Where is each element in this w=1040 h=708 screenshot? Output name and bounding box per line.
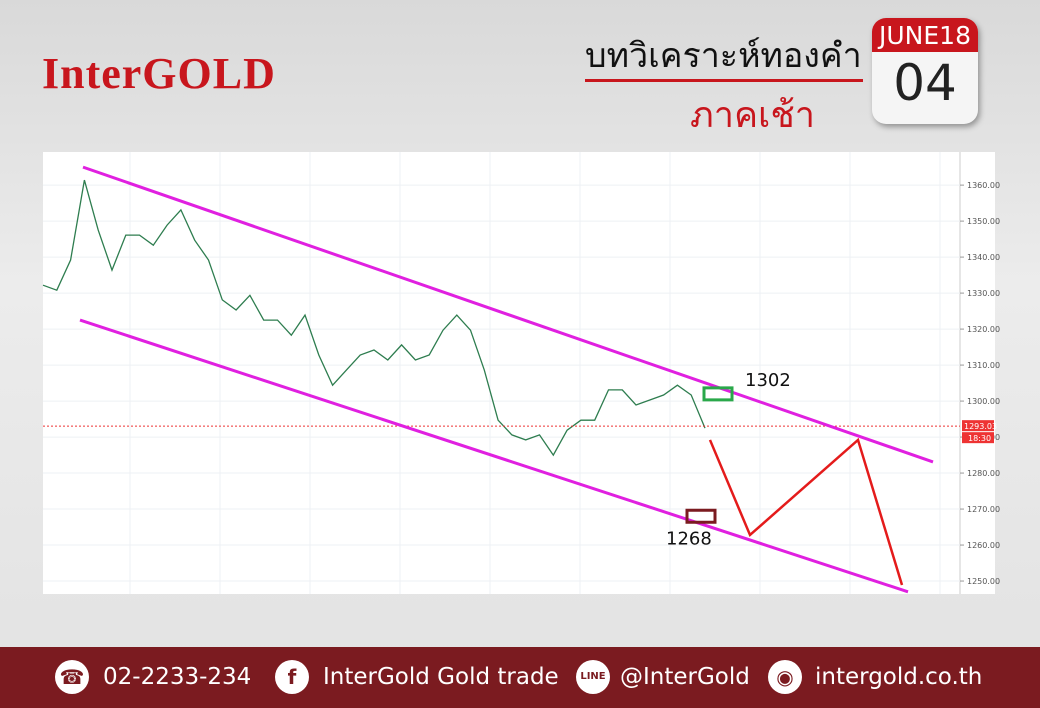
level-label: 1268 (666, 528, 712, 549)
forecast-line (708, 437, 904, 586)
chart: 1250.001260.001270.001280.001290.001300.… (42, 152, 1000, 594)
y-tick-label: 1350.00 (967, 217, 1000, 226)
last-price-label: 1293.03 (964, 422, 997, 431)
facebook-icon: f (275, 660, 309, 694)
last-price-box (962, 420, 994, 432)
y-tick-label: 1270.00 (967, 505, 1000, 514)
y-tick-label: 1300.00 (967, 397, 1000, 406)
phone-icon: ☎ (55, 660, 89, 694)
level-box (702, 386, 734, 402)
facebook: InterGold Gold trade (323, 664, 559, 690)
footer: ☎ 02-2233-234 f InterGold Gold trade LIN… (0, 647, 1040, 708)
price-line (42, 179, 706, 457)
channel-upper (82, 165, 934, 464)
website: intergold.co.th (815, 664, 983, 690)
y-tick-label: 1320.00 (967, 325, 1000, 334)
last-time-label: 18:30 (968, 434, 991, 443)
subtitle: ภาคเช้า (690, 95, 815, 136)
y-tick-label: 1260.00 (967, 541, 1000, 550)
phone: 02-2233-234 (103, 664, 252, 690)
title-rule (585, 79, 863, 82)
y-tick-label: 1250.00 (967, 577, 1000, 586)
line-icon: LINE (576, 660, 610, 694)
calendar: JUNE18 04 (872, 18, 978, 124)
channel-lower (79, 318, 909, 594)
y-tick-label: 1340.00 (967, 253, 1000, 262)
last-time-box (962, 432, 994, 444)
calendar-day: 04 (893, 54, 957, 112)
title: บทวิเคราะห์ทองคำ (585, 36, 862, 76)
line: @InterGold (620, 664, 750, 690)
plot-area (43, 152, 995, 594)
y-tick-label: 1310.00 (967, 361, 1000, 370)
level-box (685, 508, 717, 524)
y-tick-label: 1360.00 (967, 181, 1000, 190)
web-icon: ◉ (768, 660, 802, 694)
y-tick-label: 1280.00 (967, 469, 1000, 478)
y-tick-label: 1330.00 (967, 289, 1000, 298)
level-label: 1302 (745, 370, 791, 391)
calendar-month: JUNE18 (872, 18, 978, 52)
brand: InterGOLD (42, 49, 276, 98)
